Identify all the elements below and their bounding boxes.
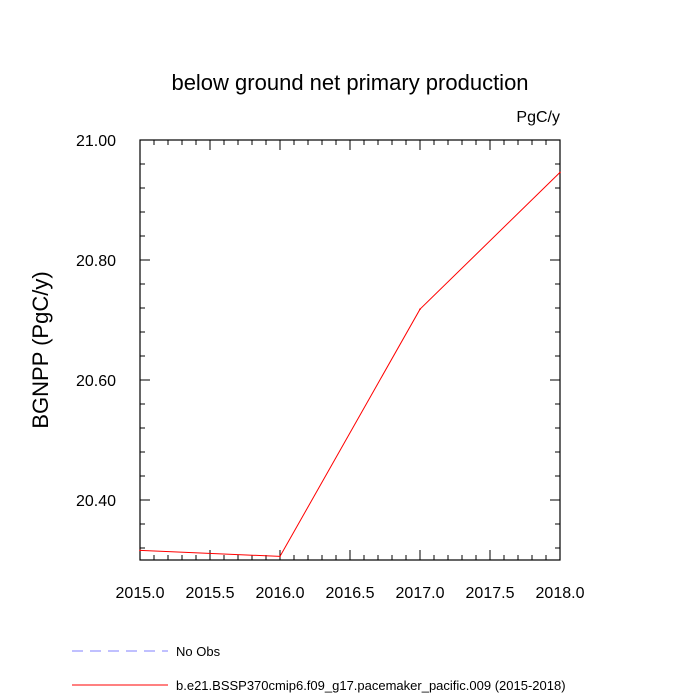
x-tick-label: 2017.0 bbox=[396, 585, 445, 602]
units-label: PgC/y bbox=[516, 109, 560, 126]
y-axis-label: BGNPP (PgC/y) bbox=[28, 271, 53, 428]
legend-label: b.e21.BSSP370cmip6.f09_g17.pacemaker_pac… bbox=[176, 678, 566, 693]
plot-area: 2015.0 2015.5 2016.0 2016.5 2017.0 2017.5 2018… bbox=[76, 133, 585, 602]
x-tick-label: 2016.5 bbox=[326, 585, 375, 602]
x-tick-label: 2015.0 bbox=[116, 585, 165, 602]
y-tick-label: 20.80 bbox=[76, 253, 116, 270]
data-point bbox=[279, 555, 281, 558]
y-tick-label: 20.40 bbox=[76, 493, 116, 510]
data-point bbox=[559, 171, 561, 174]
legend: No Obs b.e21.BSSP370cmip6.f09_g17.pacemak… bbox=[72, 644, 566, 693]
x-tick-label: 2018.0 bbox=[536, 585, 585, 602]
chart-title: below ground net primary production bbox=[171, 70, 528, 95]
y-tick-label: 21.00 bbox=[76, 133, 116, 150]
data-point bbox=[419, 308, 421, 311]
plot-frame bbox=[139, 139, 561, 561]
x-tick-label: 2017.5 bbox=[466, 585, 515, 602]
legend-label: No Obs bbox=[176, 644, 221, 659]
series-line bbox=[139, 172, 561, 557]
y-tick-label: 20.60 bbox=[76, 373, 116, 390]
x-tick-label: 2016.0 bbox=[256, 585, 305, 602]
x-tick-label: 2015.5 bbox=[186, 585, 235, 602]
data-point bbox=[139, 549, 141, 552]
